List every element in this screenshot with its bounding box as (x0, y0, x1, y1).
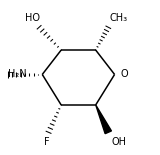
Text: OH: OH (112, 137, 126, 147)
Text: O: O (121, 69, 128, 80)
Text: F: F (44, 137, 50, 147)
Text: HO: HO (25, 13, 40, 23)
Polygon shape (96, 105, 112, 134)
Text: H₂N: H₂N (8, 69, 26, 80)
Text: CH₃: CH₃ (110, 13, 128, 23)
